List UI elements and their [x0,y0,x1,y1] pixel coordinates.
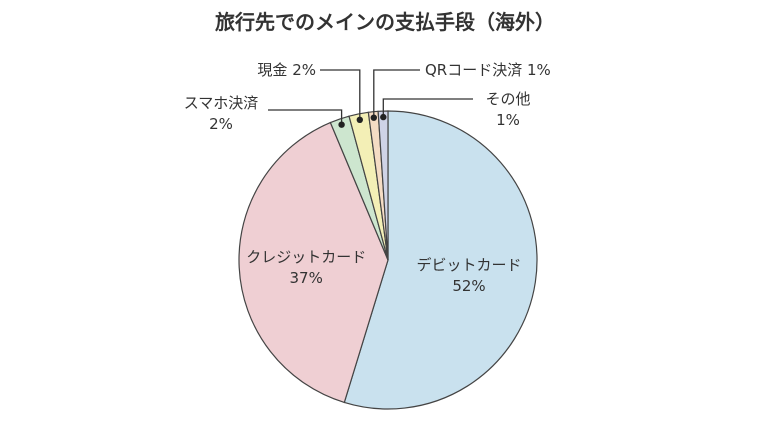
label-slice-2: スマホ決済 2% [184,94,259,133]
pie-slices [238,110,538,410]
slice-2-leader-dot [338,121,345,128]
slice-5-leader [382,98,473,118]
label-slice-0: デビットカード 52% [416,256,521,295]
slice-labels: デビットカード 52% クレジットカード 37% スマホ決済 2% 現金 2% QRコード決済… [184,61,551,295]
slice-3-leader [320,69,361,120]
label-slice-5: その他 1% [485,90,530,129]
label-slice-1: クレジットカード 37% [246,248,366,287]
slice-5-leader-dot [380,113,387,121]
label-slice-3: 現金 2% [257,61,316,79]
leader-lines [268,69,473,128]
slice-4-leader-dot [370,114,377,121]
slice-4-leader [373,69,420,118]
slice-1 [238,121,389,404]
label-slice-4: QRコード決済 1% [425,61,551,79]
chart-title: 旅行先でのメインの支払手段（海外） [215,10,555,34]
slice-3-leader-dot [356,116,363,124]
slice-2-leader [268,109,343,125]
slice-0 [343,110,538,410]
